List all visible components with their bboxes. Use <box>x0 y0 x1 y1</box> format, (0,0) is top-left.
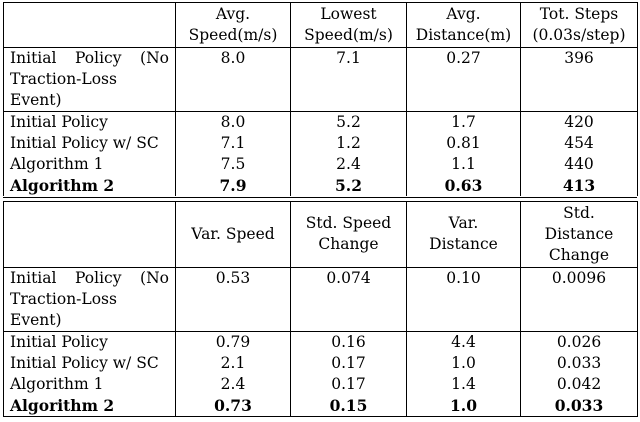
cell-value: 0.17 <box>290 374 407 395</box>
cell-value: 0.10 <box>406 267 521 332</box>
header-avg-distance: Avg. Distance(m) <box>406 2 521 48</box>
table-row: Initial Policy 0.79 0.16 4.4 0.026 <box>3 331 638 353</box>
table-row: Initial Policy (No Traction-Loss Event) … <box>3 47 638 112</box>
cell-value: 2.4 <box>175 374 291 395</box>
cell-value: 4.4 <box>406 331 521 353</box>
table-header-row: Avg. Speed(m/s) Lowest Speed(m/s) Avg. Dist… <box>3 2 638 48</box>
cell-value: 0.033 <box>520 395 638 417</box>
header-std-speed-change: Std. Speed Change <box>290 201 407 268</box>
cell-value: 0.042 <box>520 374 638 395</box>
cell-value: 0.026 <box>520 331 638 353</box>
cell-value: 8.0 <box>175 111 291 133</box>
cell-value: 1.7 <box>406 111 521 133</box>
table-row: Initial Policy w/ SC 2.1 0.17 1.0 0.033 <box>3 353 638 374</box>
cell-value: 7.1 <box>175 133 291 154</box>
cell-value: 0.074 <box>290 267 407 332</box>
table-row-best: Algorithm 2 0.73 0.15 1.0 0.033 <box>3 395 638 417</box>
cell-value: 0.53 <box>175 267 291 332</box>
table-row: Algorithm 1 2.4 0.17 1.4 0.042 <box>3 374 638 395</box>
table-row: Initial Policy (No Traction-Loss Event) … <box>3 267 638 332</box>
cell-value: 7.5 <box>175 154 291 175</box>
header-avg-speed: Avg. Speed(m/s) <box>175 2 291 48</box>
row-label: Algorithm 1 <box>3 374 176 395</box>
row-label: Initial Policy (No Traction-Loss Event) <box>3 47 176 112</box>
cell-value: 0.27 <box>406 47 521 112</box>
cell-value: 454 <box>520 133 638 154</box>
header-var-speed: Var. Speed <box>175 201 291 268</box>
cell-value: 0.15 <box>290 395 407 417</box>
cell-value: 396 <box>520 47 638 112</box>
cell-value: 8.0 <box>175 47 291 112</box>
cell-value: 0.033 <box>520 353 638 374</box>
cell-value: 1.2 <box>290 133 407 154</box>
cell-value: 1.4 <box>406 374 521 395</box>
row-label: Initial Policy (No Traction-Loss Event) <box>3 267 176 332</box>
cell-value: 0.73 <box>175 395 291 417</box>
row-label: Algorithm 2 <box>3 175 176 196</box>
table-row: Initial Policy w/ SC 7.1 1.2 0.81 454 <box>3 133 638 154</box>
header-std-distance-change: Std. Distance Change <box>520 201 638 268</box>
cell-value: 0.16 <box>290 331 407 353</box>
cell-value: 420 <box>520 111 638 133</box>
row-label: Initial Policy <box>3 111 176 133</box>
performance-table: Avg. Speed(m/s) Lowest Speed(m/s) Avg. Dist… <box>3 2 638 196</box>
cell-value: 5.2 <box>290 175 407 196</box>
table-row: Initial Policy 8.0 5.2 1.7 420 <box>3 111 638 133</box>
cell-value: 440 <box>520 154 638 175</box>
cell-value: 413 <box>520 175 638 196</box>
cell-value: 7.1 <box>290 47 407 112</box>
cell-value: 0.0096 <box>520 267 638 332</box>
table-header-row: Var. Speed Std. Speed Change Var. Distance… <box>3 201 638 268</box>
cell-value: 0.79 <box>175 331 291 353</box>
cell-value: 2.1 <box>175 353 291 374</box>
cell-value: 1.0 <box>406 353 521 374</box>
row-label: Algorithm 2 <box>3 395 176 417</box>
cell-value: 0.17 <box>290 353 407 374</box>
row-label: Initial Policy w/ SC <box>3 353 176 374</box>
cell-value: 5.2 <box>290 111 407 133</box>
table-row: Algorithm 1 7.5 2.4 1.1 440 <box>3 154 638 175</box>
variance-table: Var. Speed Std. Speed Change Var. Distance… <box>3 201 638 417</box>
cell-value: 1.1 <box>406 154 521 175</box>
cell-value: 7.9 <box>175 175 291 196</box>
cell-value: 0.63 <box>406 175 521 196</box>
row-label: Initial Policy <box>3 331 176 353</box>
header-lowest-speed: Lowest Speed(m/s) <box>290 2 407 48</box>
cell-value: 0.81 <box>406 133 521 154</box>
table-row-best: Algorithm 2 7.9 5.2 0.63 413 <box>3 175 638 196</box>
row-label: Initial Policy w/ SC <box>3 133 176 154</box>
header-empty-cell <box>3 2 176 48</box>
header-empty-cell <box>3 201 176 268</box>
header-total-steps: Tot. Steps (0.03s/step) <box>520 2 638 48</box>
header-var-distance: Var. Distance <box>406 201 521 268</box>
row-label: Algorithm 1 <box>3 154 176 175</box>
cell-value: 2.4 <box>290 154 407 175</box>
cell-value: 1.0 <box>406 395 521 417</box>
